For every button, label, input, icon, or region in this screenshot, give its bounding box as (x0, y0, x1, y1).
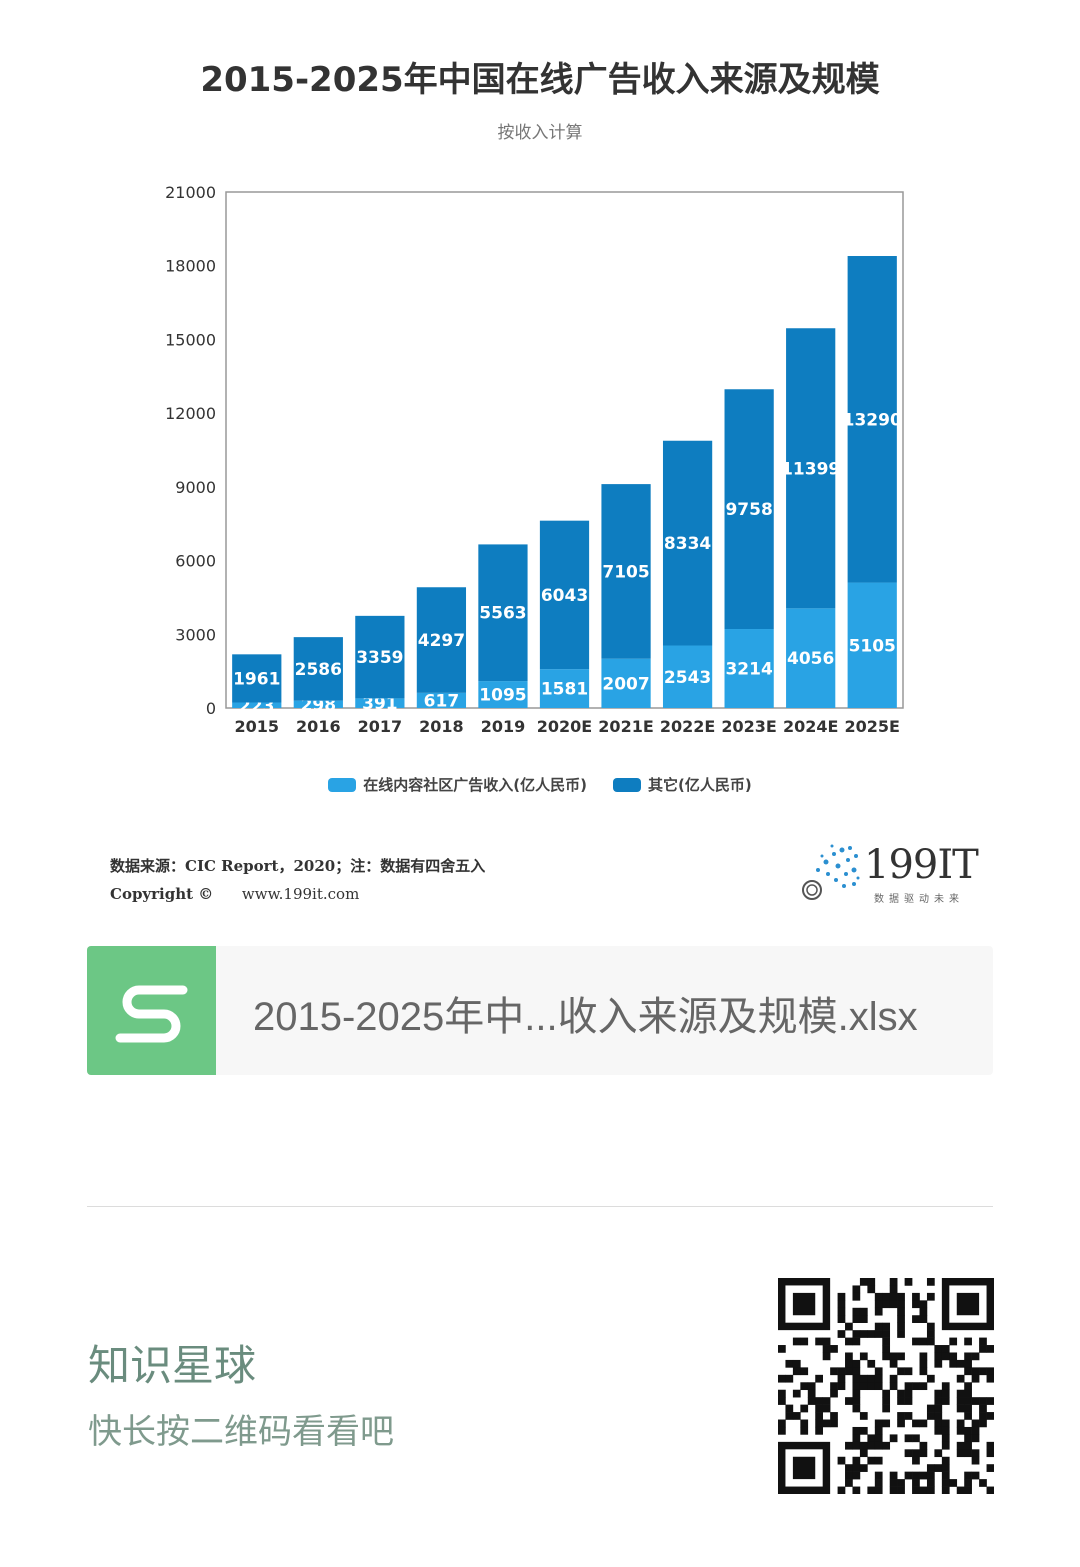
x-tick-label: 2021E (598, 717, 653, 736)
qr-code-icon[interactable] (778, 1278, 994, 1494)
x-tick-label: 2015 (235, 717, 280, 736)
bar-segment (293, 700, 343, 708)
x-tick-label: 2018 (419, 717, 464, 736)
stacked-bar-chart: 0300060009000120001500018000210002231961… (165, 183, 904, 736)
logo-tagline: 数据驱动未来 (874, 894, 964, 905)
bar-segment (539, 669, 590, 708)
file-attachment-card[interactable]: 2015-2025年中...收入来源及规模.xlsx (87, 946, 993, 1075)
logo-text: 199IT (864, 842, 979, 888)
data-label: 5563 (479, 604, 526, 624)
bar-segment (355, 698, 405, 708)
bar-segment (724, 629, 774, 708)
legend-item-other: 其它(亿人民币) (613, 774, 752, 795)
bar-segment (232, 654, 282, 703)
x-tick-label: 2025E (844, 717, 899, 736)
chart-title: 2015-2025年中国在线广告收入来源及规模 (200, 60, 880, 100)
data-label: 2586 (295, 660, 342, 680)
x-tick-label: 2017 (358, 717, 403, 736)
y-tick-label: 6000 (175, 552, 216, 571)
bar-segment (847, 582, 897, 708)
chart-legend: 在线内容社区广告收入(亿人民币) 其它(亿人民币) (0, 774, 1080, 795)
x-tick-label: 2024E (783, 717, 838, 736)
bar-segment (847, 256, 897, 583)
promo-title: 知识星球 (88, 1341, 257, 1390)
data-label: 3359 (356, 648, 403, 668)
data-label: 1581 (541, 680, 588, 700)
legend-label-community: 在线内容社区广告收入(亿人民币) (363, 776, 587, 794)
legend-swatch-other (613, 777, 641, 792)
data-label: 13290 (843, 410, 902, 430)
data-label: 3214 (725, 660, 772, 680)
chart-subtitle: 按收入计算 (497, 123, 583, 143)
data-label: 4056 (787, 649, 834, 669)
y-tick-label: 9000 (175, 478, 216, 497)
y-tick-label: 3000 (175, 625, 216, 644)
bar-segment (724, 389, 774, 630)
data-label: 2543 (664, 668, 711, 688)
data-label: 391 (362, 694, 398, 714)
promo-subtitle: 快长按二维码看看吧 (88, 1412, 394, 1452)
bar-segment (662, 645, 713, 708)
copyright-label: Copyright © (110, 885, 214, 903)
y-tick-label: 0 (206, 699, 216, 718)
data-label: 11399 (781, 459, 840, 479)
x-tick-label: 2016 (296, 717, 341, 736)
bar-segment (601, 484, 651, 659)
bar-segment (293, 637, 343, 701)
source-note: 数据来源：CIC Report，2020；注：数据有四舍五入 Copyright… (110, 852, 485, 908)
data-label: 8334 (664, 534, 711, 554)
bar-segment (232, 702, 282, 708)
y-tick-label: 21000 (165, 183, 216, 202)
199it-logo: 199IT 数据驱动未来 (798, 840, 988, 910)
bar-segment (355, 615, 405, 699)
divider (87, 1206, 993, 1207)
data-label: 1961 (233, 669, 280, 689)
bar-segment (478, 681, 528, 708)
bar-segment (478, 544, 528, 682)
x-tick-label: 2022E (660, 717, 715, 736)
bar-segment (416, 692, 467, 708)
bar-segment (786, 328, 836, 609)
y-tick-label: 12000 (165, 404, 216, 423)
199it-logo-icon (802, 844, 860, 900)
bar-segment (786, 608, 836, 708)
bar-segment (416, 587, 467, 693)
x-tick-label: 2019 (481, 717, 526, 736)
copyright-url[interactable]: www.199it.com (241, 885, 360, 903)
bar-segment (539, 520, 590, 670)
data-label: 2007 (602, 674, 649, 694)
data-label: 7105 (602, 562, 649, 582)
spreadsheet-icon (87, 946, 216, 1075)
x-tick-label: 2023E (721, 717, 776, 736)
legend-label-other: 其它(亿人民币) (648, 776, 752, 794)
data-label: 5105 (849, 636, 896, 656)
y-tick-label: 15000 (165, 330, 216, 349)
data-label: 617 (424, 691, 460, 711)
legend-item-community: 在线内容社区广告收入(亿人民币) (328, 774, 587, 795)
legend-swatch-community (328, 777, 357, 792)
file-name: 2015-2025年中...收入来源及规模.xlsx (253, 995, 918, 1039)
data-label: 1095 (479, 686, 526, 706)
bar-segment (601, 658, 651, 708)
copyright-line: Copyright © www.199it.com (110, 880, 485, 908)
data-label: 9758 (725, 500, 772, 520)
bar-segment (662, 440, 713, 646)
data-label: 6043 (541, 586, 588, 606)
x-tick-label: 2020E (537, 717, 592, 736)
data-label: 4297 (418, 631, 465, 651)
source-line: 数据来源：CIC Report，2020；注：数据有四舍五入 (110, 857, 486, 875)
y-tick-label: 18000 (165, 257, 216, 276)
